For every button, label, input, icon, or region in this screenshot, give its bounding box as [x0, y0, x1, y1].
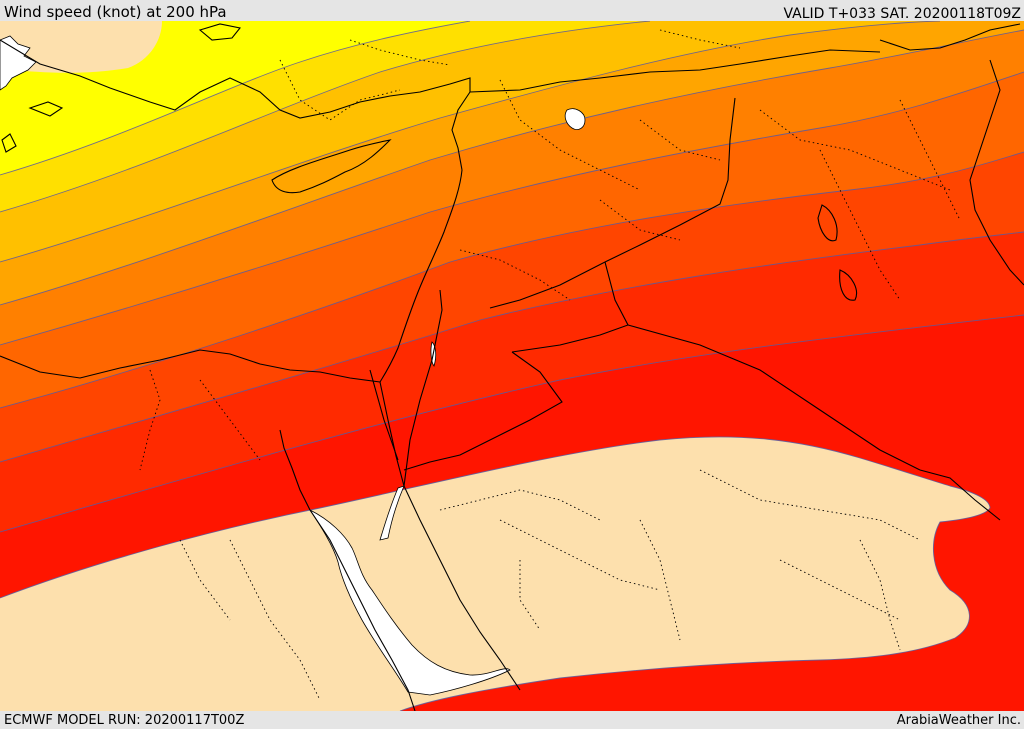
- red-sea-east-coast: [403, 485, 521, 691]
- coastlines: [0, 23, 1024, 711]
- band-light-lower: [0, 436, 990, 711]
- crete-islands: [1, 23, 241, 153]
- caspian-hint: [879, 23, 1021, 51]
- turkey-south-coast: [0, 39, 471, 171]
- turkey-syria-border: [469, 49, 881, 93]
- map-title: Wind speed (knot) at 200 hPa: [4, 3, 227, 21]
- internal-boundaries: [139, 29, 961, 701]
- header-bar: [0, 0, 1024, 21]
- syria-iraq-border: [489, 97, 736, 309]
- red-sea-water: [308, 508, 511, 696]
- jordan-saudi-border: [511, 261, 629, 353]
- jordan-river: [403, 289, 443, 487]
- sinai-gulf-of-suez: [279, 381, 405, 511]
- wind-speed-map[interactable]: [0, 21, 1024, 711]
- lake-van-hint: [564, 108, 586, 130]
- island-east: [817, 204, 858, 301]
- egypt-israel-border: [369, 369, 399, 461]
- levant-coast: [379, 169, 463, 383]
- credit-label: ArabiaWeather Inc.: [896, 713, 1021, 728]
- valid-time: VALID T+033 SAT. 20200118T09Z: [783, 6, 1021, 22]
- egypt-north-coast: [0, 349, 381, 383]
- gulf-coast-east: [969, 59, 1024, 286]
- persian-gulf-coast: [919, 469, 1001, 521]
- iraq-saudi-border: [627, 324, 921, 471]
- red-sea-west-coast: [309, 509, 416, 711]
- band-light-northwest: [0, 21, 162, 73]
- saudi-jordan-west: [403, 351, 563, 471]
- cyprus: [271, 139, 392, 194]
- gulf-of-aqaba: [379, 485, 405, 541]
- model-run: ECMWF MODEL RUN: 20200117T00Z: [4, 713, 245, 728]
- footer-bar: [0, 711, 1024, 729]
